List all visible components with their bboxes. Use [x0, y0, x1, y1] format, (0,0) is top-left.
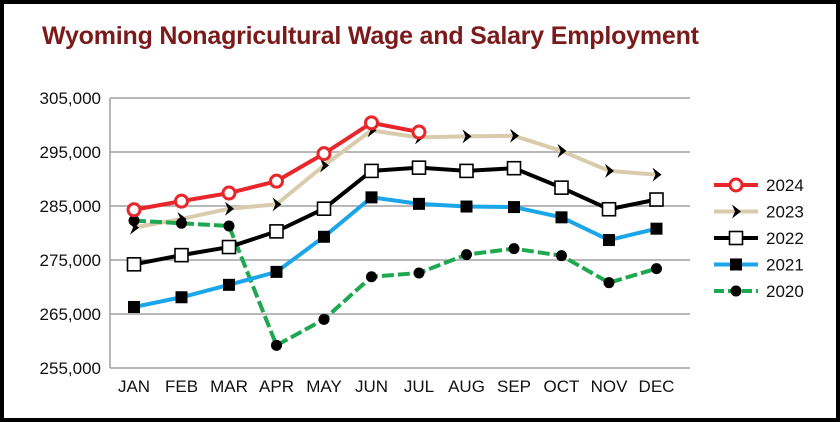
data-point: [366, 271, 377, 283]
legend-label: 2024: [766, 176, 804, 195]
data-point: [316, 146, 332, 162]
y-tick-label: 305,000: [40, 89, 101, 108]
data-point: [650, 222, 663, 235]
data-point: [225, 201, 234, 216]
legend-item-2024: 2024: [714, 176, 804, 195]
data-point: [460, 200, 473, 213]
data-point: [555, 211, 568, 224]
series-2020: [128, 215, 662, 351]
series-line: [133, 165, 657, 267]
x-tick-label: OCT: [544, 377, 580, 396]
x-tick-label: JUN: [355, 377, 388, 396]
legend-item-2022: 2022: [714, 229, 804, 248]
data-point: [462, 129, 472, 144]
legend-item-2023: 2023: [714, 203, 804, 222]
series-2023: [130, 123, 662, 235]
data-point: [318, 230, 330, 243]
data-point: [510, 128, 519, 143]
y-tick-label: 265,000: [40, 305, 101, 324]
legend-label: 2021: [766, 256, 804, 275]
data-point: [413, 267, 425, 279]
data-point: [556, 250, 567, 262]
data-point: [270, 265, 283, 278]
x-tick-label: APR: [259, 377, 294, 396]
data-point: [126, 257, 142, 272]
data-point: [320, 158, 329, 173]
x-tick-label: SEP: [497, 377, 531, 396]
data-point: [554, 180, 569, 195]
series-2024: [126, 115, 427, 218]
legend-item-2021: 2021: [714, 256, 804, 275]
x-tick-label: FEB: [165, 377, 198, 396]
data-point: [508, 201, 520, 214]
legend-label: 2022: [766, 229, 804, 248]
data-point: [649, 192, 664, 207]
data-point: [730, 285, 742, 297]
data-point: [411, 124, 427, 140]
data-point: [411, 160, 427, 175]
data-point: [316, 201, 332, 216]
data-point: [603, 234, 615, 247]
data-point: [605, 163, 614, 178]
data-point: [601, 201, 617, 217]
data-point: [128, 300, 140, 313]
data-point: [174, 247, 189, 263]
y-tick-label: 275,000: [40, 251, 101, 270]
legend-item-2020: 2020: [714, 282, 804, 301]
data-point: [652, 167, 662, 182]
data-point: [221, 185, 237, 201]
legend-label: 2020: [766, 282, 804, 301]
series-2021: [128, 191, 663, 313]
legend-label: 2023: [766, 203, 804, 222]
y-tick-label: 295,000: [40, 143, 101, 162]
series-line: [133, 128, 657, 230]
x-tick-label: JUL: [404, 377, 434, 396]
data-point: [557, 143, 567, 158]
data-point: [728, 177, 744, 193]
series-2022: [126, 160, 664, 272]
data-point: [128, 215, 140, 227]
data-point: [269, 173, 284, 189]
data-point: [732, 204, 741, 219]
series-line: [133, 195, 657, 309]
y-tick-label: 255,000: [40, 359, 101, 378]
data-point: [413, 197, 425, 210]
x-tick-label: MAY: [306, 377, 342, 396]
x-tick-label: DEC: [639, 377, 675, 396]
x-tick-label: AUG: [448, 377, 485, 396]
data-point: [364, 163, 379, 179]
x-tick-label: JAN: [118, 377, 150, 396]
chart-title: Wyoming Nonagricultural Wage and Salary …: [42, 22, 699, 50]
data-point: [459, 163, 474, 179]
data-point: [728, 230, 744, 246]
x-tick-label: MAR: [210, 377, 248, 396]
data-point: [730, 258, 742, 271]
data-point: [508, 243, 520, 255]
series-line: [133, 218, 658, 348]
data-point: [269, 224, 284, 239]
data-point: [271, 339, 282, 351]
data-point: [175, 291, 188, 304]
data-point: [221, 239, 237, 255]
data-point: [603, 277, 615, 289]
data-point: [126, 202, 142, 218]
data-point: [364, 115, 379, 131]
y-tick-label: 285,000: [40, 197, 101, 216]
data-point: [506, 160, 522, 176]
data-point: [223, 220, 235, 232]
x-tick-label: NOV: [591, 377, 629, 396]
data-point: [461, 249, 472, 261]
data-point: [318, 313, 330, 325]
data-point: [176, 217, 187, 229]
data-point: [174, 193, 189, 209]
data-point: [223, 278, 235, 291]
data-point: [651, 263, 662, 275]
data-point: [365, 191, 378, 204]
data-point: [272, 197, 282, 212]
